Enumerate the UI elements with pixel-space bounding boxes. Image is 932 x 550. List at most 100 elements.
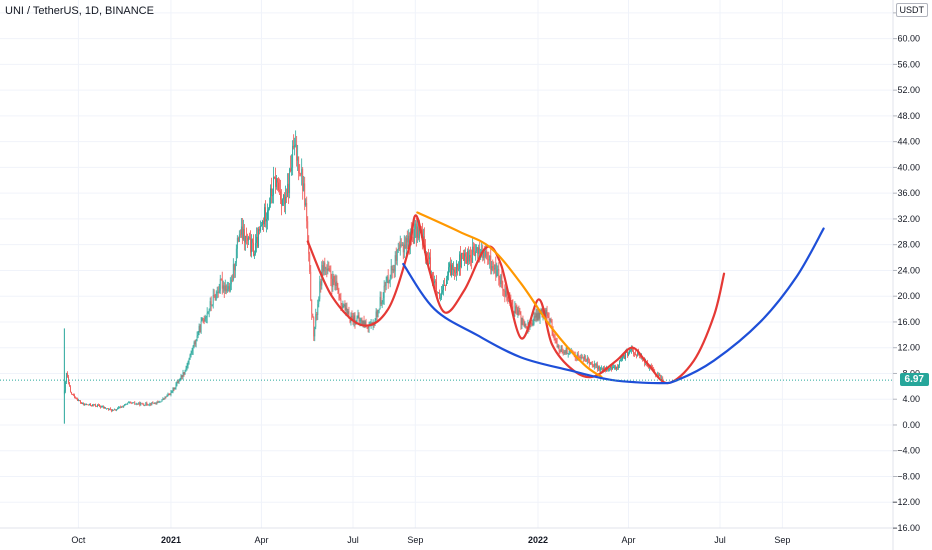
candle-body	[288, 183, 290, 193]
candle-body	[498, 268, 500, 281]
candle-body	[209, 301, 211, 310]
candle-body	[157, 401, 159, 403]
candle-body	[110, 408, 112, 410]
candle-body	[334, 282, 336, 286]
candle-body	[506, 287, 508, 300]
candle-body	[659, 375, 661, 377]
candle-body	[302, 169, 304, 192]
candle-body	[128, 402, 130, 404]
candle-body	[651, 365, 653, 368]
price-axis[interactable]: 64.0060.0056.0052.0048.0044.0040.0036.00…	[892, 0, 920, 550]
candle-body	[299, 172, 301, 174]
candle-body	[101, 406, 102, 408]
candle-body	[453, 269, 454, 271]
candle-body	[418, 227, 420, 239]
candle-body	[69, 386, 71, 393]
candle-body	[319, 281, 321, 299]
candle-body	[451, 264, 452, 276]
candle-body	[383, 285, 385, 298]
candle-body	[507, 299, 509, 301]
candle-body	[536, 313, 538, 321]
candle-body	[414, 223, 416, 230]
price-tick-label: 32.00	[897, 214, 920, 224]
candle-body	[456, 263, 457, 273]
candle-body	[402, 244, 404, 253]
candle-body	[389, 277, 391, 282]
candle-body	[493, 268, 495, 270]
candle-body	[426, 252, 428, 256]
currency-unit-label[interactable]: USDT	[895, 3, 928, 17]
candle-body	[238, 234, 240, 242]
candle-body	[395, 255, 397, 261]
time-tick-label: Sep	[407, 535, 423, 545]
candle-body	[619, 361, 620, 365]
candle-body	[183, 372, 185, 375]
candle-body	[104, 407, 105, 409]
candle-body	[358, 315, 360, 321]
candle-body	[566, 348, 568, 354]
candle-body	[367, 327, 369, 329]
candle-body	[538, 312, 540, 319]
candle-body	[175, 384, 177, 388]
candle-body	[468, 251, 470, 262]
candle-body	[220, 279, 222, 280]
price-tick-label: 0.00	[902, 420, 920, 430]
time-axis[interactable]: Oct 2021 Apr Jul Sep 2022 Apr Jul Sep	[0, 527, 893, 545]
candle-body	[218, 290, 220, 294]
candle-body	[465, 253, 467, 257]
candle-body	[429, 257, 430, 260]
price-tick-label: 16.00	[897, 317, 920, 327]
candle-body	[89, 403, 90, 405]
candle-body	[291, 167, 293, 172]
candle-body	[525, 324, 527, 328]
candle-body	[294, 145, 296, 148]
candle-body	[396, 249, 398, 261]
candle-body	[124, 404, 126, 406]
candle-body	[636, 355, 637, 357]
candle-body	[551, 321, 553, 332]
drawing-curves	[306, 211, 825, 385]
candle-body	[138, 402, 140, 405]
candle-body	[237, 238, 239, 242]
candle-body	[91, 405, 92, 407]
candle-body	[166, 395, 168, 398]
candle-body	[435, 281, 436, 283]
candle-body	[332, 276, 334, 287]
candle-body	[617, 367, 618, 369]
candle-body	[278, 182, 279, 191]
candle-body	[248, 237, 250, 239]
candle-body	[609, 368, 610, 369]
candle-body	[356, 317, 358, 323]
candle-body	[289, 168, 291, 193]
candle-body	[172, 387, 174, 392]
candle-body	[481, 250, 483, 252]
candle-body	[472, 246, 474, 263]
candle-body	[116, 409, 118, 411]
candle-body	[563, 351, 565, 353]
candle-body	[136, 403, 138, 405]
candle-body	[432, 273, 433, 279]
candle-body	[658, 373, 660, 377]
candle-body	[137, 403, 139, 405]
candle-body	[620, 360, 621, 362]
candle-body	[279, 190, 280, 192]
candle-body	[542, 309, 544, 318]
price-tick-label: −8.00	[897, 471, 920, 481]
candle-body	[304, 183, 306, 206]
candle-body	[76, 398, 77, 400]
candle-body	[381, 302, 383, 305]
candle-body	[344, 304, 346, 311]
candle-body	[555, 338, 557, 341]
candle-body	[145, 402, 147, 406]
candle-body	[363, 320, 365, 325]
candle-body	[520, 314, 522, 325]
candle-body	[388, 281, 390, 284]
candle-body	[601, 367, 603, 372]
candle-body	[461, 252, 462, 267]
candle-body	[629, 350, 630, 354]
candle-body	[362, 320, 364, 325]
candle-body	[557, 345, 559, 348]
candle-body	[412, 237, 414, 244]
candle-body	[245, 235, 247, 238]
